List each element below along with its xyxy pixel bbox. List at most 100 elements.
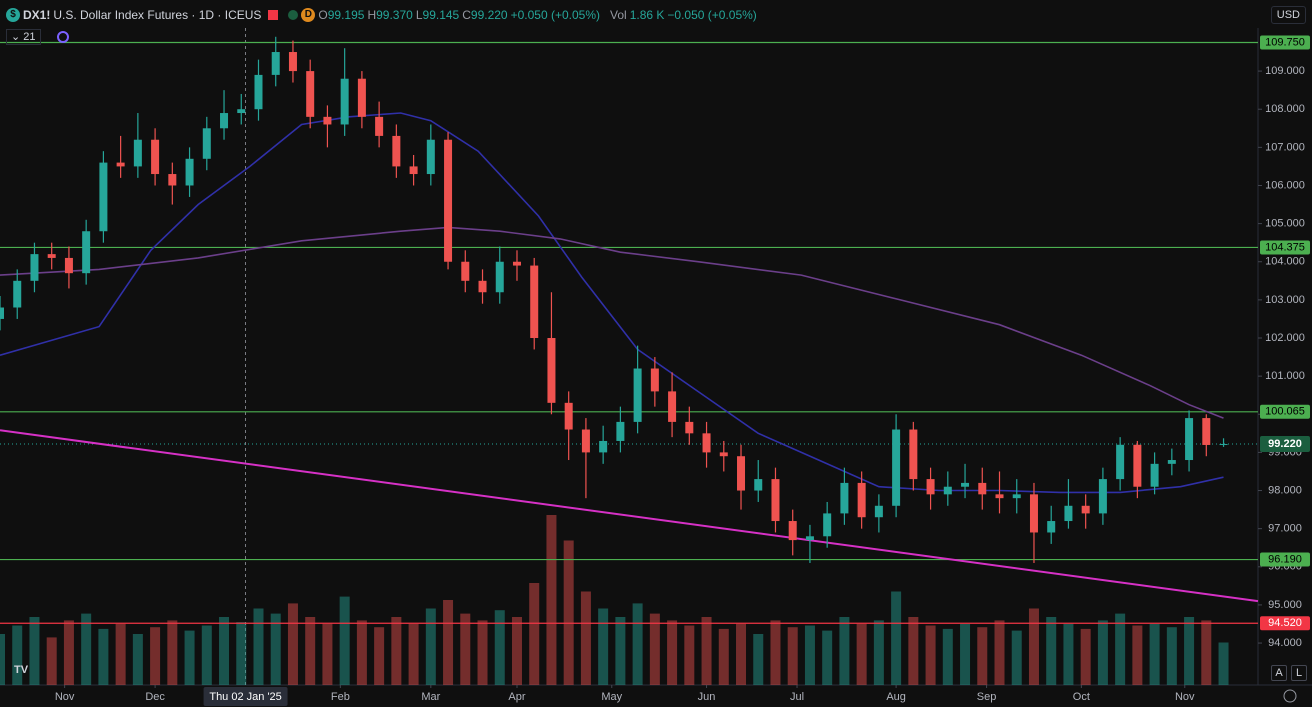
candle-body (633, 368, 642, 422)
indicator-icon[interactable] (57, 31, 69, 43)
candle-body (737, 456, 746, 491)
volume-bar (1166, 627, 1177, 685)
candle-body (874, 505, 883, 518)
candle-body (1029, 494, 1038, 533)
currency-value: USD (1276, 9, 1300, 21)
y-tick-label: 95.000 (1268, 599, 1302, 611)
y-tick-label: 97.000 (1268, 523, 1302, 535)
candle-body (771, 479, 780, 522)
candle-body (168, 174, 177, 186)
low-label: L (415, 8, 423, 22)
volume-bar (391, 617, 402, 685)
volume-bar (287, 603, 298, 685)
candle-body (892, 429, 901, 506)
close-label: C (462, 8, 471, 22)
volume-bar (1097, 620, 1108, 685)
last-price-label: 99.220 (1268, 438, 1302, 450)
volume-bar (150, 627, 161, 685)
status-dot (288, 10, 299, 20)
volume-bar (98, 628, 109, 685)
settings-icon[interactable] (1283, 689, 1297, 703)
candle-body (82, 231, 91, 274)
candle-body (512, 261, 521, 266)
volume-bar (81, 613, 92, 685)
volume-bar (46, 637, 57, 685)
candle-body (444, 139, 453, 262)
candle-body (1202, 418, 1211, 445)
volume-bar (718, 628, 729, 685)
volume-bar (753, 634, 764, 685)
volume-bar (1149, 623, 1160, 685)
volume-bar (29, 617, 40, 685)
volume-bar (942, 628, 953, 685)
volume-bar (822, 630, 833, 685)
candle-body (47, 254, 56, 258)
candle-body (461, 261, 470, 281)
level-label-box (1260, 616, 1310, 631)
level-label: 100.065 (1265, 406, 1305, 418)
candle-body (357, 78, 366, 117)
candle-body (1219, 444, 1228, 446)
moving-average (0, 226, 1224, 419)
candle-body (805, 536, 814, 541)
candle-body (754, 479, 763, 491)
x-tick-label: Nov (1175, 691, 1195, 703)
candle-body (1167, 460, 1176, 464)
candle-body (978, 482, 987, 495)
indicator-count[interactable]: ⌄ 21 (6, 29, 41, 45)
symbol-logo: $ (6, 8, 20, 22)
candle-body (237, 109, 246, 114)
volume-bar (977, 627, 988, 685)
volume-bar (305, 617, 316, 685)
candle-body (495, 261, 504, 293)
volume-bar (1080, 628, 1091, 685)
level-label: 94.520 (1268, 617, 1302, 629)
candle-body (926, 479, 935, 495)
x-tick-label: Sep (977, 691, 997, 703)
candle-body (1133, 444, 1142, 487)
candle-body (30, 254, 39, 281)
y-tick-label: 104.000 (1265, 256, 1305, 268)
x-tick-label: Jun (698, 691, 716, 703)
candle-body (650, 368, 659, 392)
indicator-count-value: 21 (23, 31, 36, 43)
moving-average (0, 112, 1224, 494)
currency[interactable]: USD (1270, 6, 1306, 24)
volume-bar (339, 596, 350, 685)
candle-body (151, 139, 160, 175)
volume-bar (804, 625, 815, 685)
candle-body (185, 158, 194, 186)
candle-body (254, 74, 263, 110)
crosshair-label-box (203, 687, 288, 706)
volume-change: −0.050 (+0.05%) (667, 8, 757, 22)
flag-icon[interactable] (268, 10, 279, 20)
candle-body (340, 78, 349, 125)
candle-body (547, 338, 556, 403)
volume-bar (270, 613, 281, 685)
volume-bar (1201, 620, 1212, 685)
x-tick-label: Nov (55, 691, 75, 703)
volume-bar (598, 608, 609, 685)
candle-body (788, 521, 797, 541)
volume-bar (529, 583, 540, 685)
x-tick-label: May (601, 691, 622, 703)
volume-bar (494, 610, 505, 685)
volume-bar (115, 623, 126, 685)
volume-bar (994, 620, 1005, 685)
auto-scale-button[interactable]: A (1271, 665, 1287, 681)
candle-body (857, 482, 866, 518)
volume-bar (201, 625, 212, 685)
volume-bar (356, 620, 367, 685)
candle-body (1012, 494, 1021, 499)
candle-body (1081, 505, 1090, 514)
volume-bar (132, 634, 143, 685)
log-scale-button[interactable]: L (1291, 665, 1307, 681)
candle-body (702, 433, 711, 453)
symbol[interactable]: DX1! (23, 8, 51, 22)
open-label: O (318, 8, 328, 22)
volume-value: 1.86 K (629, 8, 665, 22)
volume-bar (1063, 623, 1074, 685)
volume-bar (219, 617, 230, 685)
y-tick-label: 106.000 (1265, 179, 1305, 191)
